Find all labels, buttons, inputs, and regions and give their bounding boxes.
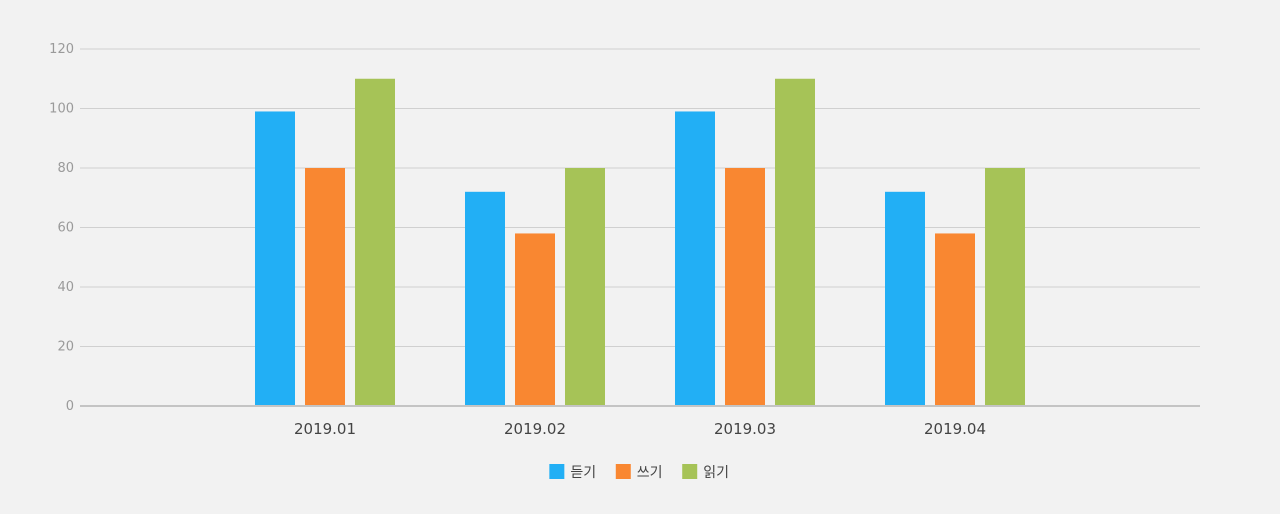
legend-label: 듣기 bbox=[570, 465, 596, 481]
bar-2019.03-쓰기 bbox=[725, 168, 765, 406]
y-axis-ticks: 0 20 40 60 80 100 120 bbox=[49, 42, 74, 414]
legend-swatch bbox=[549, 464, 565, 479]
bar-2019.04-듣기 bbox=[885, 191, 925, 406]
x-tick-label: 2019.02 bbox=[504, 420, 566, 438]
bar-2019.04-쓰기 bbox=[935, 233, 975, 406]
legend-swatch bbox=[615, 464, 631, 479]
x-axis-ticks: 2019.01 2019.02 2019.03 2019.04 bbox=[294, 420, 986, 438]
legend-item[interactable]: 쓰기 bbox=[615, 464, 663, 481]
bar-2019.02-읽기 bbox=[565, 168, 605, 406]
bar-2019.03-읽기 bbox=[775, 78, 815, 406]
y-tick-label: 100 bbox=[49, 102, 74, 117]
bar-2019.01-쓰기 bbox=[305, 168, 345, 406]
legend-item[interactable]: 듣기 bbox=[549, 464, 596, 481]
legend-label: 쓰기 bbox=[637, 465, 663, 481]
bar-2019.04-읽기 bbox=[985, 168, 1025, 406]
legend-swatch bbox=[682, 464, 698, 479]
gridlines bbox=[80, 48, 1200, 347]
y-tick-label: 120 bbox=[49, 42, 74, 57]
bar-2019.03-듣기 bbox=[675, 111, 715, 406]
x-tick-label: 2019.04 bbox=[924, 420, 986, 438]
bar-2019.02-듣기 bbox=[465, 191, 505, 406]
x-tick-label: 2019.01 bbox=[294, 420, 356, 438]
legend: 듣기 쓰기 읽기 bbox=[549, 464, 729, 481]
y-tick-label: 80 bbox=[57, 161, 74, 176]
y-tick-label: 20 bbox=[57, 340, 74, 355]
y-tick-label: 0 bbox=[66, 399, 74, 414]
legend-item[interactable]: 읽기 bbox=[682, 464, 729, 481]
legend-label: 읽기 bbox=[703, 465, 729, 481]
y-tick-label: 60 bbox=[57, 221, 74, 236]
bar-2019.02-쓰기 bbox=[515, 233, 555, 406]
x-tick-label: 2019.03 bbox=[714, 420, 776, 438]
bars bbox=[255, 78, 1025, 406]
bar-2019.01-듣기 bbox=[255, 111, 295, 406]
bar-2019.01-읽기 bbox=[355, 78, 395, 406]
y-tick-label: 40 bbox=[57, 280, 74, 295]
